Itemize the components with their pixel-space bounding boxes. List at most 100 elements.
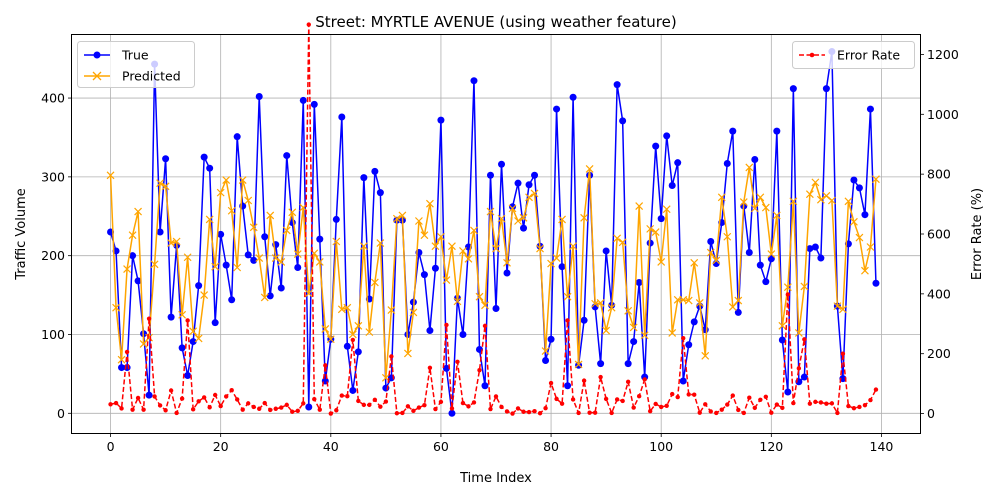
predicted-point (414, 217, 423, 225)
error-rate-point (521, 409, 526, 414)
error-rate-point (190, 407, 196, 412)
predicted-point (574, 360, 583, 369)
true-point (338, 113, 346, 121)
predicted-point (370, 278, 379, 287)
predicted-point (178, 310, 187, 319)
predicted-point (734, 296, 743, 305)
error-rate-point (692, 392, 697, 397)
true-point (145, 391, 153, 399)
predicted-point (497, 214, 506, 223)
error-rate-point (455, 359, 460, 364)
error-rate-point (257, 406, 262, 411)
predicted-line (109, 166, 877, 379)
true-point (745, 249, 753, 257)
legend-entry-predicted: Predicted (84, 69, 181, 84)
error-rate-point (339, 393, 345, 398)
error-rate-point (548, 380, 554, 386)
true-point (580, 316, 588, 324)
error-rate-point (537, 411, 543, 416)
predicted-point (150, 260, 159, 269)
error-rate-point (504, 409, 510, 414)
error-rate-point (554, 396, 559, 402)
error-rate-point (328, 411, 334, 416)
true-point (619, 117, 627, 125)
true-point (685, 341, 693, 349)
predicted-point (238, 176, 247, 184)
predicted-point (453, 297, 462, 306)
predicted-point (337, 305, 346, 314)
error-rate-point (625, 379, 631, 385)
predicted-point (536, 244, 544, 253)
error-rate-point (763, 394, 769, 399)
predicted-point (167, 239, 176, 247)
predicted-point (492, 244, 500, 253)
predicted-point (139, 340, 148, 348)
predicted-point (728, 302, 737, 311)
error-rate-point (234, 397, 240, 402)
error-rate-point (411, 408, 416, 414)
predicted-point (838, 305, 847, 314)
error-rate-point (471, 400, 477, 405)
predicted-point (282, 226, 291, 235)
predicted-point (288, 208, 297, 217)
error-rate-point (725, 402, 730, 407)
x-tick-label: 140 (870, 439, 894, 454)
true-point (569, 93, 577, 101)
error-rate-point (284, 402, 289, 408)
x-tick-label: 100 (649, 439, 673, 454)
predicted-point (569, 242, 578, 251)
predicted-point (459, 247, 467, 255)
true-point (222, 261, 230, 269)
true-point (134, 277, 142, 285)
predicted-point (844, 197, 853, 206)
error-rate-point (466, 404, 471, 409)
predicted-point (112, 303, 120, 312)
true-point (118, 364, 126, 372)
true-point (200, 153, 208, 161)
predicted-point (106, 171, 115, 180)
predicted-point (861, 266, 869, 275)
true-point (558, 263, 566, 271)
error-rate-point (493, 394, 499, 399)
error-rate-point (246, 401, 251, 406)
error-rate-point (229, 388, 234, 393)
true-point (486, 171, 494, 179)
error-rate-point (262, 400, 267, 406)
error-rate-point (185, 318, 190, 323)
y-right-tick-label: 600 (927, 227, 951, 242)
true-point (376, 189, 384, 197)
predicted-point (365, 328, 374, 337)
error-rate-point (240, 407, 245, 412)
error-rate-point (736, 407, 741, 413)
error-rate-point (570, 397, 576, 402)
predicted-point (145, 333, 154, 342)
error-rate-point (350, 337, 356, 343)
predicted-point (695, 299, 704, 307)
predicted-point (392, 214, 401, 223)
true-point (822, 85, 830, 93)
predicted-point (332, 237, 341, 246)
predicted-point (530, 189, 539, 198)
predicted-point (354, 321, 363, 330)
error-rate-point (603, 396, 609, 402)
true-point (343, 342, 351, 350)
error-rate-point (565, 318, 570, 323)
error-rate-point (301, 401, 306, 406)
predicted-point (690, 258, 699, 267)
predicted-point (348, 330, 357, 339)
predicted-point (128, 231, 137, 240)
true-point (189, 338, 197, 346)
true-point (360, 174, 368, 182)
predicted-point (684, 296, 693, 305)
true-point (509, 203, 517, 211)
error-rate-point (482, 323, 488, 329)
true-point (872, 279, 880, 287)
error-rate-point (119, 406, 124, 411)
predicted-point (315, 258, 324, 266)
predicted-point (481, 301, 489, 310)
predicted-point (750, 204, 759, 213)
error-rate-point (559, 401, 565, 406)
error-rate-point (449, 406, 455, 411)
error-rate-point (124, 349, 130, 355)
